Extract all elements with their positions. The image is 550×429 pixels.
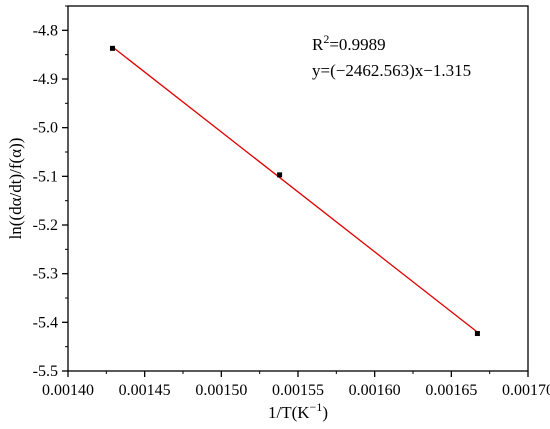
equation-annotation: y=(−2462.563)x−1.315	[312, 61, 471, 80]
x-tick-label: 0.00160	[349, 382, 401, 399]
x-axis-title-superscript: −1	[310, 400, 323, 414]
y-tick-label: -4.8	[33, 22, 58, 39]
r-squared-annotation: R2=0.9989	[312, 32, 386, 54]
y-tick-label: -5.3	[33, 266, 58, 283]
x-tick-label: 0.00165	[425, 382, 477, 399]
x-tick-label: 0.00155	[272, 382, 324, 399]
x-axis-title-close: )	[322, 403, 328, 422]
y-tick-label: -5.5	[33, 363, 58, 380]
y-axis-title: ln((dα/dt)/f(α))	[6, 138, 25, 240]
y-tick-label: -5.4	[33, 314, 58, 331]
data-point	[474, 331, 480, 337]
y-tick-label: -5.2	[33, 217, 58, 234]
y-tick-label: -5.0	[33, 120, 58, 137]
fit-line	[112, 46, 478, 333]
r-squared-prefix: R	[312, 35, 324, 54]
r-squared-superscript: 2	[323, 32, 329, 46]
x-axis-title: 1/T(K−1)	[268, 400, 328, 422]
data-point	[109, 45, 115, 51]
x-tick-label: 0.00140	[42, 382, 94, 399]
y-tick-label: -4.9	[33, 71, 58, 88]
y-tick-label: -5.1	[33, 168, 58, 185]
x-tick-label: 0.00170	[502, 382, 550, 399]
x-axis-ticks: 0.00140 0.00145 0.00150 0.00155 0.00160 0.001…	[42, 371, 550, 399]
y-axis-ticks: -5.5 -5.4 -5.3 -5.2 -5.1 -5.0 -4.9 -4.8	[33, 5, 68, 380]
x-tick-label: 0.00150	[195, 382, 247, 399]
data-point	[277, 172, 283, 178]
x-axis-title-main: 1/T(K	[268, 403, 310, 422]
data-points	[109, 45, 480, 337]
r-squared-value: =0.9989	[329, 35, 385, 54]
x-tick-label: 0.00145	[119, 382, 171, 399]
